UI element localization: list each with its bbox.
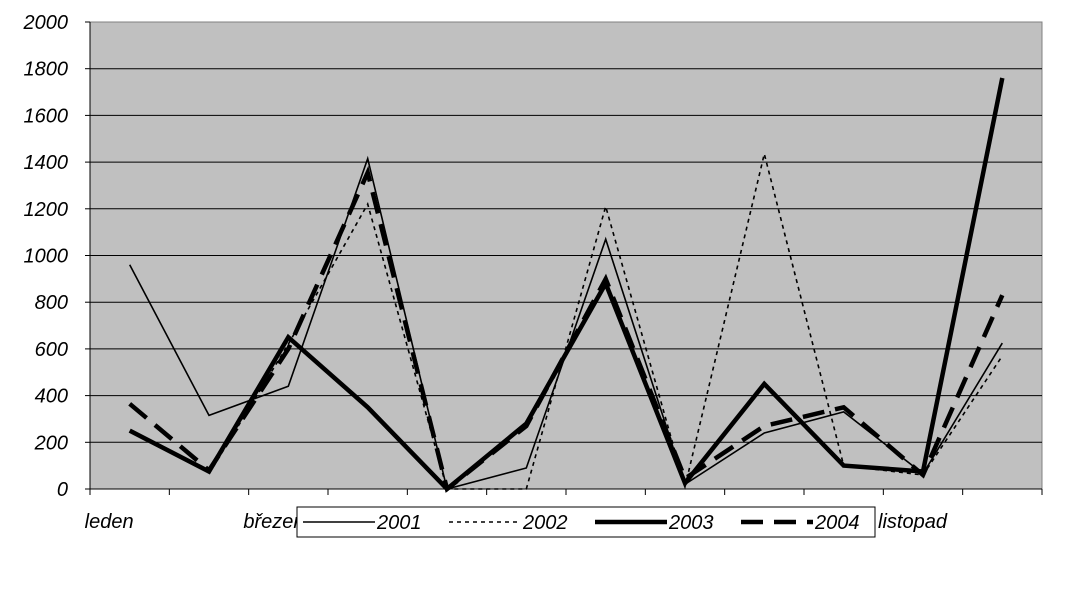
y-tick-label: 1200 [24,199,69,221]
y-axis-ticks: 0 200 400 600 800 1000 1200 1400 1600 1800 2000 [23,12,90,501]
y-tick-label: 400 [35,386,68,408]
y-tick-label: 1600 [24,105,69,127]
y-tick-label: 200 [34,432,68,454]
y-tick-label: 2000 [23,12,69,34]
series-lines [128,77,1005,493]
legend-label-2002: 2002 [522,512,568,534]
x-tick-label: březen [243,511,304,533]
y-tick-label: 0 [57,479,68,501]
y-tick-label: 800 [35,292,68,314]
legend: 2001 2002 2003 2004 [296,506,876,538]
x-tick-label: leden [85,511,134,533]
legend-label-2004: 2004 [814,512,860,534]
series-line-2003 [128,77,1005,493]
y-tick-label: 600 [35,339,68,361]
legend-label-2001: 2001 [376,512,422,534]
y-tick-label: 1000 [24,246,69,268]
x-tick-label: listopad [878,511,948,533]
legend-label-2003: 2003 [668,512,714,534]
y-tick-label: 1800 [24,59,69,81]
y-tick-label: 1400 [24,152,69,174]
